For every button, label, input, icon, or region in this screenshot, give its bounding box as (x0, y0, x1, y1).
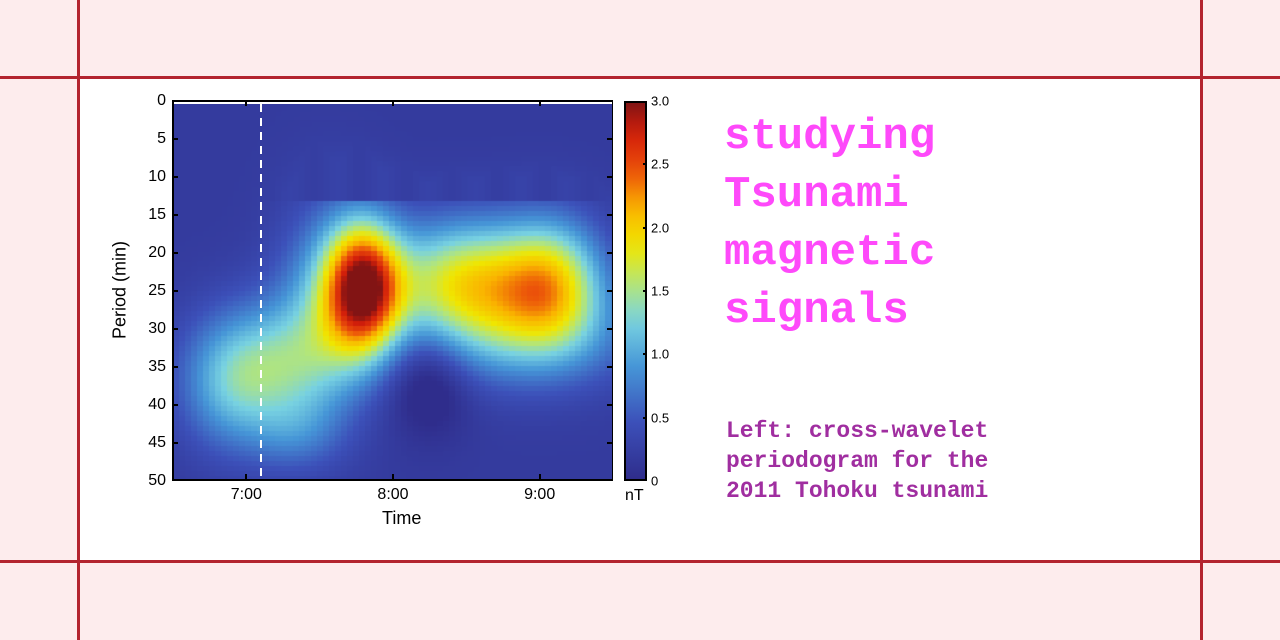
y-tick-mark (607, 290, 612, 292)
x-tick-mark (245, 474, 248, 480)
y-tick-label: 20 (148, 244, 166, 261)
x-axis-label: Time (382, 508, 422, 528)
heatmap-canvas (173, 101, 613, 481)
event-dashed-line (260, 104, 262, 481)
y-tick-label: 50 (148, 472, 166, 489)
x-tick-mark (245, 101, 248, 106)
headline-line: magnetic (724, 228, 936, 278)
y-tick-mark (607, 442, 612, 444)
y-tick-mark (173, 328, 178, 330)
headline-line: studying (724, 112, 936, 162)
figure-caption: Left: cross-wavelet periodogram for the … (726, 416, 988, 506)
y-tick-mark (173, 214, 178, 216)
y-tick-mark (173, 366, 178, 368)
y-tick-label: 5 (157, 130, 166, 147)
y-tick-mark (607, 252, 612, 254)
headline-line: signals (724, 286, 909, 336)
y-tick-mark (607, 138, 612, 140)
headline: studying Tsunami magnetic signals (724, 108, 935, 340)
colorbar-unit-label: nT (625, 487, 644, 504)
colorbar-tick-label: 2.5 (651, 156, 670, 172)
y-tick-label: 0 (157, 92, 166, 109)
x-tick-mark (392, 101, 394, 106)
y-tick-mark (607, 176, 612, 178)
grid-line-top (0, 76, 1280, 79)
headline-line: Tsunami (724, 170, 909, 220)
y-tick-mark (607, 366, 612, 368)
y-tick-label: 15 (148, 206, 166, 223)
y-tick-label: 30 (148, 320, 166, 337)
y-tick-mark (607, 214, 612, 216)
y-tick-label: 35 (148, 358, 166, 375)
y-tick-mark (173, 138, 178, 140)
grid-line-bottom (0, 560, 1280, 563)
colorbar-tick-label: 2.0 (651, 220, 670, 236)
y-tick-label: 45 (148, 434, 166, 451)
y-tick-label: 25 (148, 282, 166, 299)
x-tick-label: 9:00 (524, 486, 556, 503)
colorbar-tick-label: 1.5 (651, 283, 670, 299)
grid-line-left (77, 0, 80, 640)
x-tick-label: 7:00 (230, 486, 262, 503)
colorbar-tick-label: 0.5 (651, 410, 670, 426)
y-tick-mark (173, 404, 178, 406)
colorbar-tick-mark (643, 416, 647, 419)
y-tick-label: 40 (148, 396, 166, 413)
y-tick-mark (607, 328, 612, 330)
y-tick-label: 10 (148, 168, 166, 185)
y-tick-mark (173, 442, 178, 444)
colorbar-tick-label: 3.0 (651, 93, 670, 109)
colorbar-tick-label: 1.0 (651, 346, 670, 362)
y-tick-mark (173, 252, 178, 254)
x-tick-mark (392, 474, 394, 480)
x-tick-mark (538, 101, 541, 106)
colorbar-tick-mark (643, 163, 647, 166)
caption-line: Left: cross-wavelet (726, 418, 989, 444)
caption-line: 2011 Tohoku tsunami (726, 478, 989, 504)
grid-line-right (1200, 0, 1203, 640)
x-tick-label: 8:00 (377, 486, 409, 503)
colorbar-tick-mark (643, 226, 647, 229)
caption-line: periodogram for the (726, 448, 989, 474)
y-axis-label: Period (min) (109, 240, 130, 340)
colorbar-tick-mark (643, 290, 647, 292)
heatmap-plot-area (173, 101, 613, 481)
colorbar-tick-mark (643, 353, 647, 356)
y-tick-mark (607, 404, 612, 406)
y-tick-mark (173, 290, 178, 292)
colorbar-tick-label: 0 (651, 473, 659, 489)
y-tick-mark (173, 176, 178, 178)
x-tick-mark (538, 474, 541, 480)
